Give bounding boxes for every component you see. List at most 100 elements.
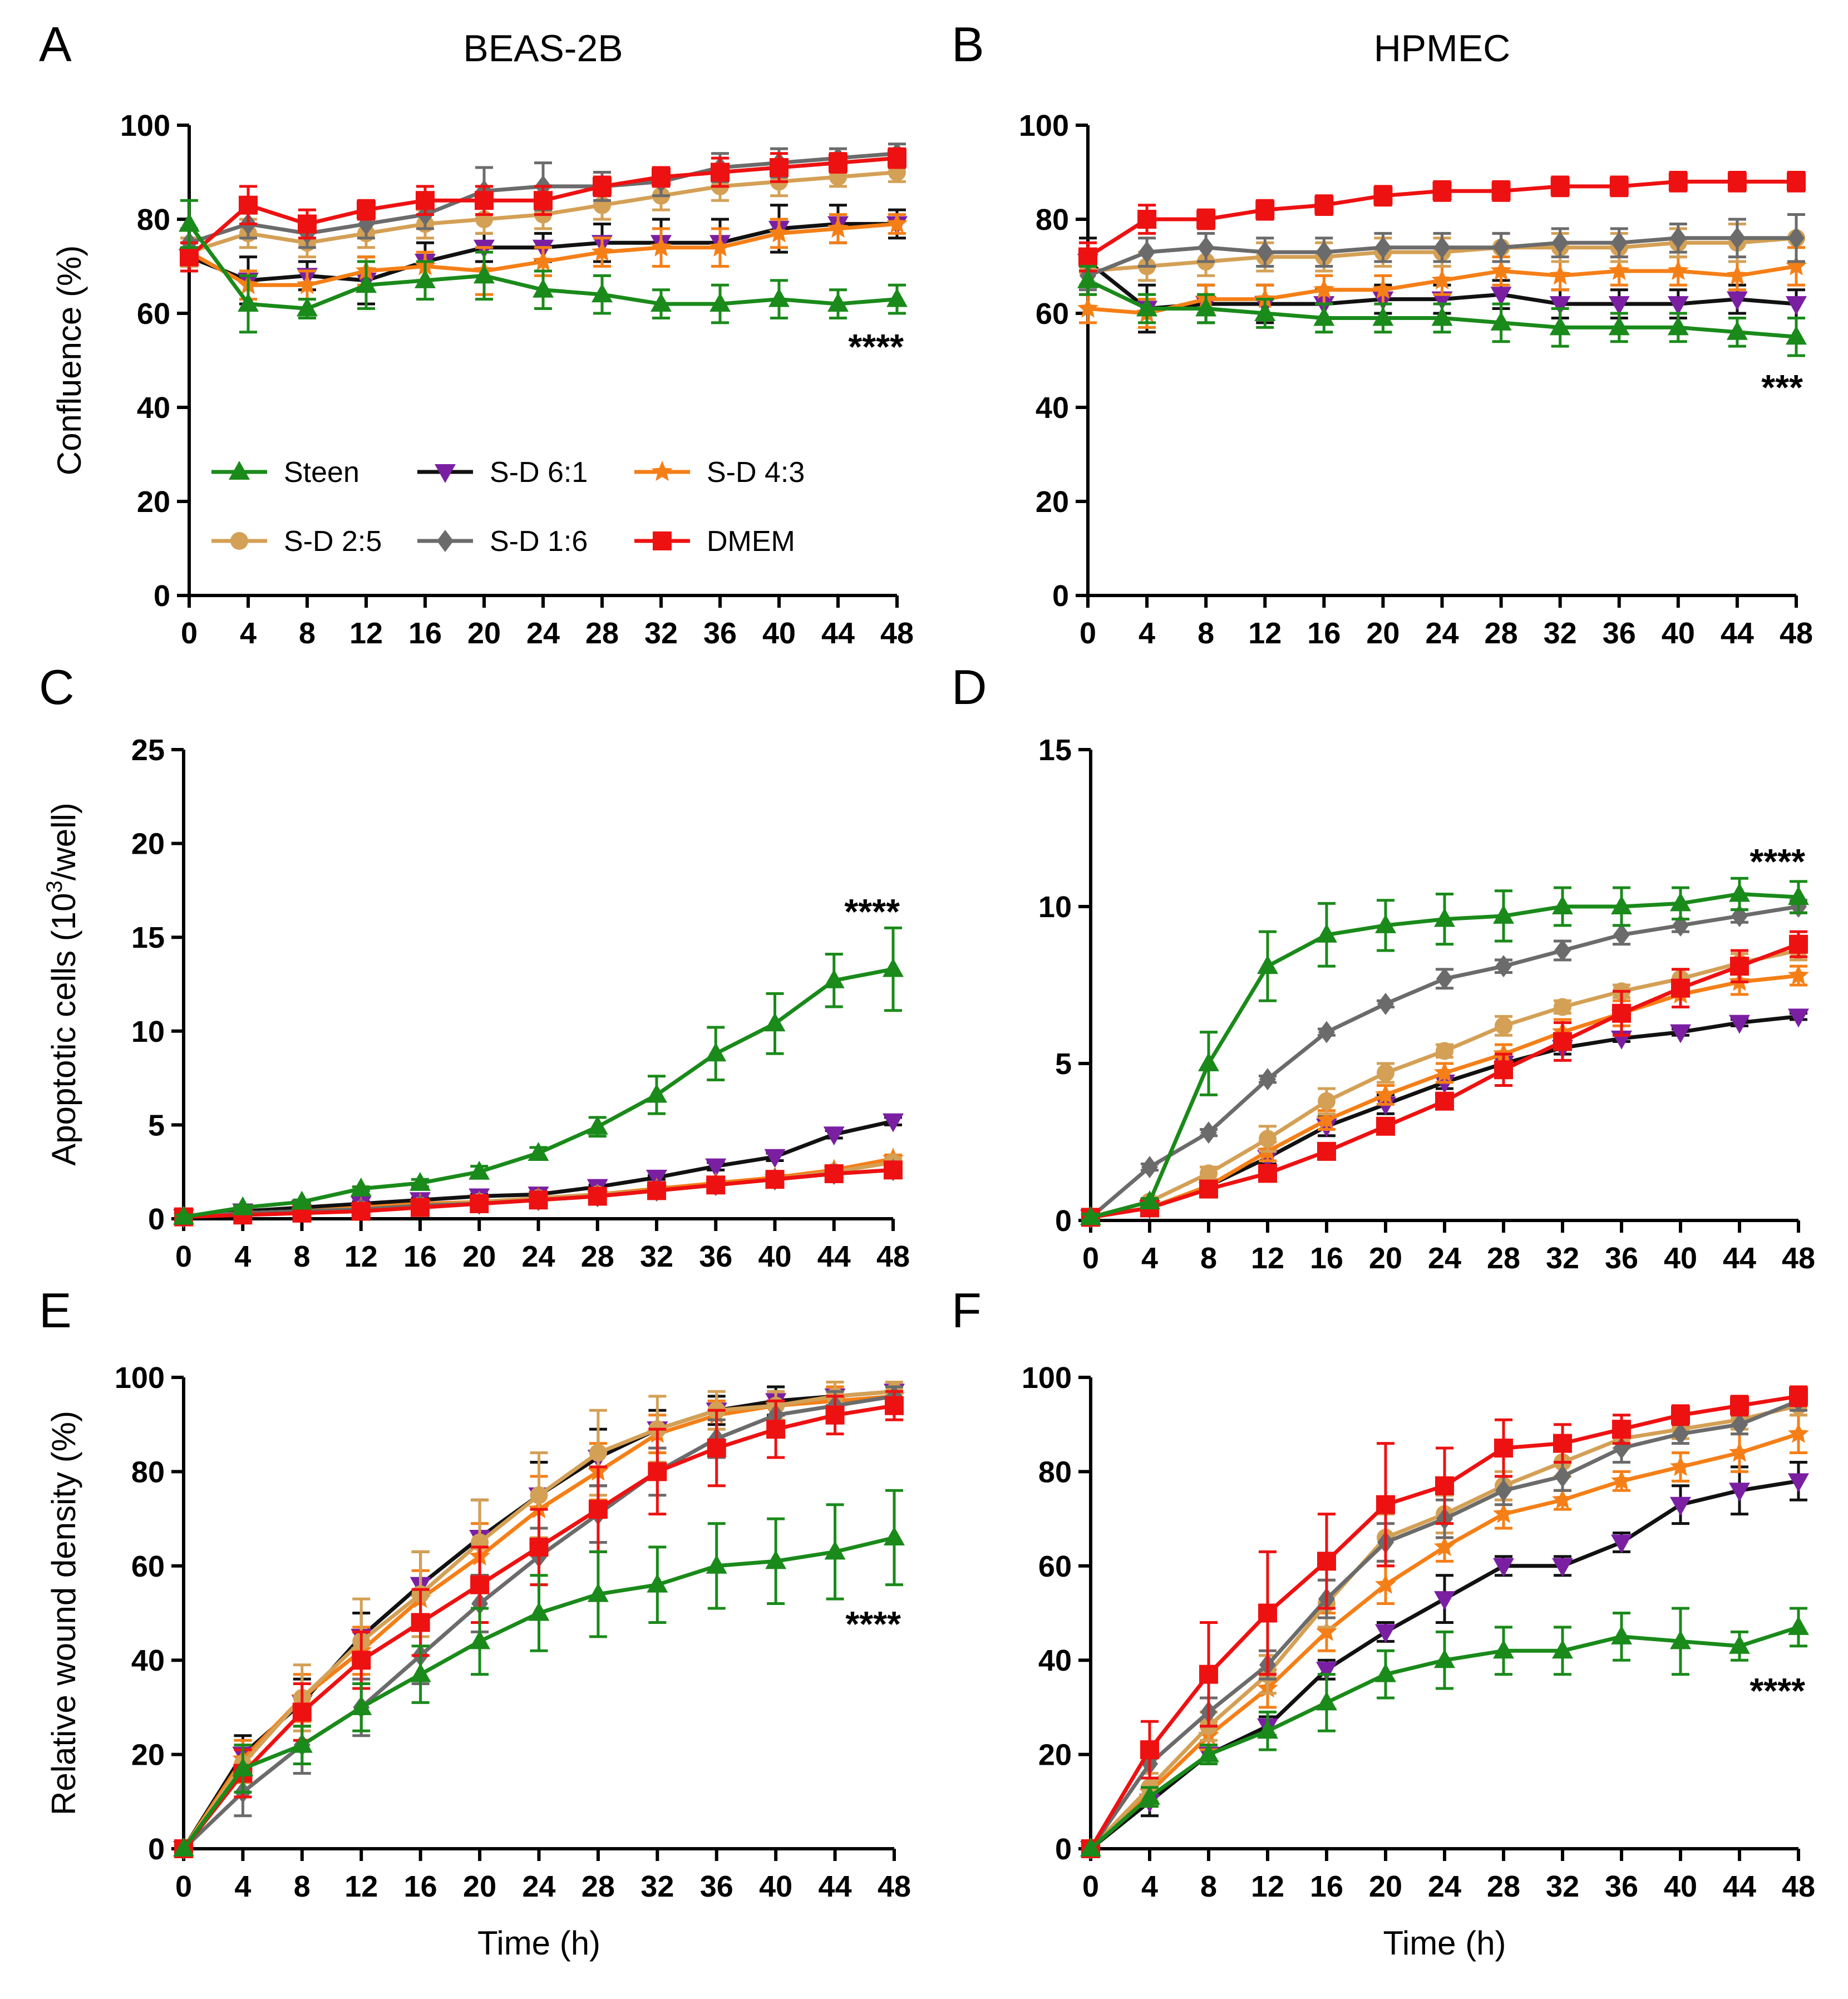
series-steen bbox=[173, 926, 904, 1225]
data-point bbox=[292, 1702, 312, 1722]
data-point bbox=[1608, 296, 1630, 316]
x-tick-label: 0 bbox=[181, 617, 198, 650]
data-point bbox=[1612, 1420, 1631, 1439]
data-point bbox=[1255, 200, 1275, 220]
y-tick-label: 80 bbox=[131, 1455, 165, 1489]
y-axis-label-text: Relative wound density (%) bbox=[45, 1411, 82, 1815]
data-point bbox=[529, 1537, 549, 1557]
data-point bbox=[765, 1550, 787, 1569]
y-tick-label: 0 bbox=[1055, 1833, 1072, 1866]
series-dmem bbox=[1078, 171, 1806, 273]
x-tick-label: 16 bbox=[408, 617, 442, 650]
x-tick-label: 0 bbox=[175, 1240, 192, 1273]
y-tick-label: 40 bbox=[1038, 1644, 1072, 1677]
data-point bbox=[1377, 992, 1394, 1015]
data-point bbox=[888, 149, 906, 168]
x-tick-label: 28 bbox=[581, 1870, 615, 1903]
data-point bbox=[827, 293, 849, 312]
data-point bbox=[886, 213, 908, 233]
data-point bbox=[1434, 1535, 1455, 1557]
data-point bbox=[1549, 264, 1571, 285]
data-point bbox=[1613, 923, 1630, 946]
data-point bbox=[1612, 1003, 1631, 1023]
legend-item-dmem: DMEM bbox=[634, 525, 795, 558]
y-tick-label: 0 bbox=[1055, 1204, 1072, 1238]
x-tick-label: 20 bbox=[1369, 1242, 1402, 1275]
data-point bbox=[1787, 172, 1806, 191]
data-point bbox=[1494, 1060, 1513, 1080]
panel-letter: B bbox=[952, 17, 984, 72]
x-tick-label: 28 bbox=[581, 1240, 614, 1273]
data-point bbox=[1198, 1743, 1219, 1762]
x-tick-label: 4 bbox=[234, 1240, 251, 1273]
legend-item-s-d-6-1: S-D 6:1 bbox=[417, 456, 588, 489]
data-point bbox=[764, 1012, 786, 1032]
data-point bbox=[1554, 998, 1571, 1016]
legend-marker bbox=[437, 530, 454, 552]
x-tick-label: 24 bbox=[526, 617, 560, 650]
data-point bbox=[1375, 914, 1396, 933]
data-point bbox=[884, 1160, 903, 1180]
data-point bbox=[1317, 1552, 1336, 1571]
data-point bbox=[1316, 1109, 1337, 1129]
legend-label: S-D 1:6 bbox=[490, 525, 588, 558]
data-point bbox=[1730, 957, 1749, 976]
x-tick-label: 16 bbox=[1310, 1242, 1343, 1275]
data-point bbox=[588, 1500, 608, 1519]
legend-label: S-D 6:1 bbox=[490, 456, 588, 489]
x-tick-label: 44 bbox=[821, 617, 855, 650]
x-tick-label: 8 bbox=[299, 617, 316, 650]
data-point bbox=[1670, 1630, 1691, 1650]
x-tick-label: 12 bbox=[1251, 1242, 1284, 1275]
data-point bbox=[1728, 227, 1746, 249]
x-tick-label: 24 bbox=[522, 1870, 555, 1903]
x-tick-label: 36 bbox=[700, 1870, 733, 1903]
data-point bbox=[1549, 296, 1571, 316]
y-tick-label: 60 bbox=[1038, 1550, 1072, 1583]
data-point bbox=[1670, 1024, 1691, 1043]
data-point bbox=[1729, 1015, 1750, 1034]
data-point bbox=[530, 1486, 548, 1504]
data-point bbox=[232, 1196, 254, 1215]
data-point bbox=[469, 1630, 491, 1650]
data-point bbox=[1434, 1649, 1455, 1668]
data-point bbox=[410, 1663, 431, 1682]
data-point bbox=[711, 163, 730, 182]
data-point bbox=[1434, 1061, 1455, 1082]
data-point bbox=[416, 191, 435, 210]
x-tick-label: 8 bbox=[1200, 1870, 1217, 1903]
data-point bbox=[1551, 232, 1569, 254]
x-tick-label: 0 bbox=[1082, 1870, 1099, 1903]
data-point bbox=[357, 200, 376, 220]
significance-marker: **** bbox=[1750, 841, 1805, 882]
x-tick-label: 36 bbox=[1605, 1242, 1638, 1275]
x-tick-label: 4 bbox=[1139, 617, 1155, 650]
y-tick-label: 40 bbox=[1036, 391, 1069, 425]
data-point bbox=[469, 1160, 490, 1180]
data-point bbox=[1494, 1439, 1513, 1458]
data-point bbox=[232, 1757, 254, 1777]
x-tick-label: 16 bbox=[404, 1870, 437, 1903]
legend-marker bbox=[435, 464, 456, 483]
data-point bbox=[1611, 1625, 1632, 1645]
data-point bbox=[1667, 296, 1689, 316]
panel-title: BEAS-2B bbox=[463, 27, 623, 70]
data-point bbox=[651, 293, 672, 312]
data-point bbox=[1317, 1141, 1336, 1161]
data-point bbox=[1199, 1665, 1218, 1684]
data-point bbox=[1610, 232, 1628, 254]
data-point bbox=[589, 1444, 607, 1462]
data-point bbox=[475, 191, 494, 210]
data-point bbox=[533, 250, 554, 271]
data-point bbox=[1553, 1032, 1572, 1051]
x-tick-label: 44 bbox=[1721, 617, 1754, 650]
x-tick-label: 24 bbox=[1425, 617, 1458, 650]
data-point bbox=[1788, 886, 1809, 905]
x-tick-label: 48 bbox=[876, 1240, 910, 1273]
data-point bbox=[1080, 1838, 1101, 1857]
data-point bbox=[1136, 297, 1158, 317]
data-point bbox=[1318, 1092, 1336, 1110]
y-tick-label: 80 bbox=[137, 203, 170, 237]
x-tick-label: 36 bbox=[703, 617, 737, 650]
